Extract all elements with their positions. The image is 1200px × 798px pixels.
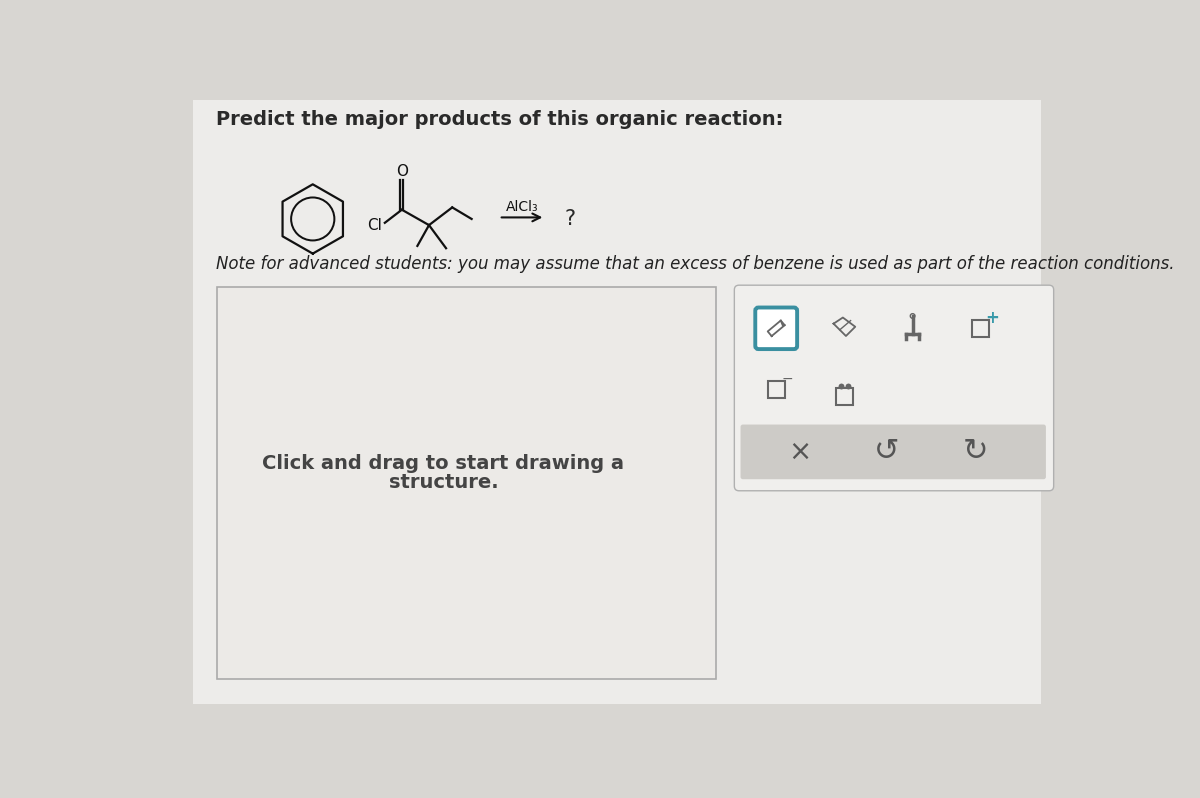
Text: ×: × [788, 438, 811, 466]
FancyBboxPatch shape [193, 100, 1042, 704]
Text: ?: ? [565, 209, 576, 229]
Text: Predict the major products of this organic reaction:: Predict the major products of this organ… [216, 110, 784, 129]
Text: structure.: structure. [389, 473, 498, 492]
Text: Click and drag to start drawing a: Click and drag to start drawing a [263, 454, 624, 473]
Text: Note for advanced students: you may assume that an excess of benzene is used as : Note for advanced students: you may assu… [216, 255, 1175, 273]
Text: −: − [781, 371, 793, 385]
FancyBboxPatch shape [740, 425, 1046, 480]
FancyBboxPatch shape [755, 307, 797, 349]
FancyBboxPatch shape [217, 286, 715, 679]
Text: ↺: ↺ [874, 437, 899, 466]
Text: Cl: Cl [367, 219, 382, 233]
Text: +: + [985, 309, 1000, 326]
Text: ↻: ↻ [962, 437, 988, 466]
Text: AlCl₃: AlCl₃ [505, 200, 539, 215]
Text: O: O [396, 164, 408, 179]
FancyBboxPatch shape [734, 285, 1054, 491]
